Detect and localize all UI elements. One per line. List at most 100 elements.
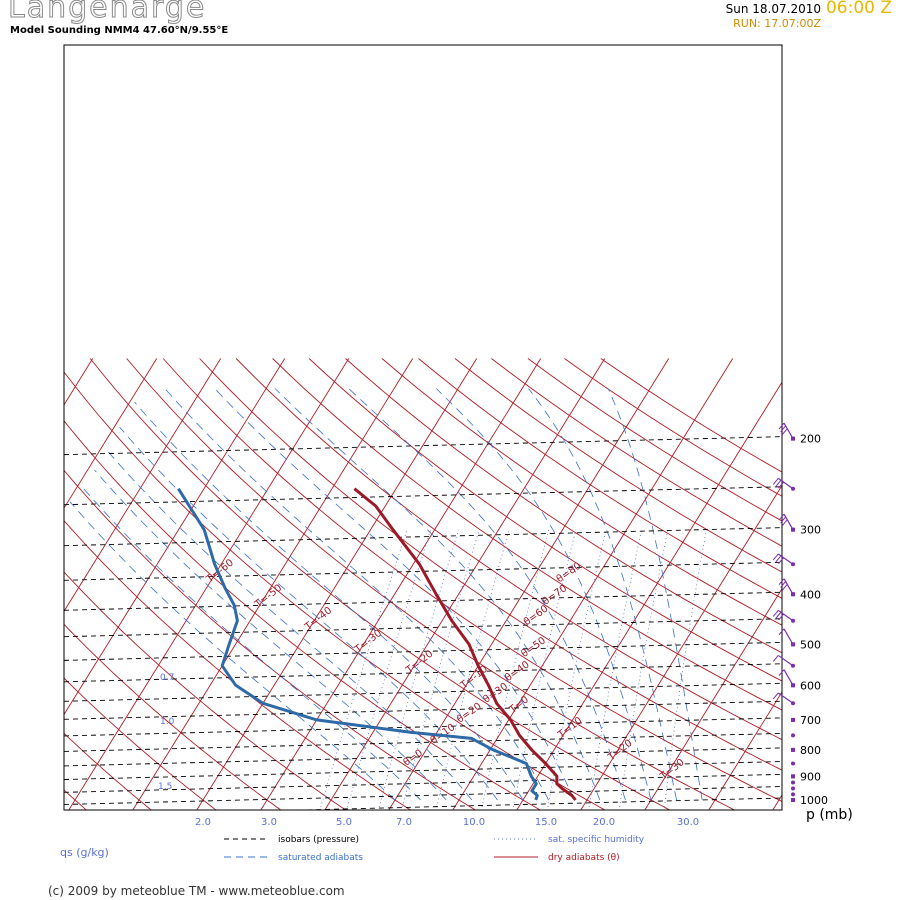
isotherm-line: [64, 358, 222, 613]
sounding-time: 06:00 Z: [825, 0, 892, 18]
wind-barb-staff: [777, 654, 794, 667]
wind-barb-station: [791, 747, 795, 752]
wind-barb-staff: [783, 513, 794, 530]
dry-adiabat-line: [64, 677, 217, 810]
saturated-adiabat-line: [528, 388, 677, 801]
model-run: RUN: 17.07:00Z: [733, 17, 821, 30]
wind-barb-staff: [777, 692, 794, 704]
isobar-line: [64, 786, 782, 805]
wind-barb-staff: [777, 609, 794, 622]
dry-adiabat-line: [64, 732, 152, 810]
dry-adiabat-line: [64, 623, 282, 810]
isotherm-line: [260, 358, 542, 810]
dry-adiabat-line: [308, 358, 782, 682]
chart-series: [177, 487, 577, 801]
humidity-line: [481, 529, 550, 810]
humidity-line: [618, 529, 669, 810]
chart-axes: 1000 900 800 700 600 500 400 300 200 2.0 3.0 5.0 7.0…: [195, 433, 828, 828]
wind-barb-staff: [783, 422, 794, 439]
isobar-line: [64, 527, 782, 547]
wind-barb-station: [791, 733, 795, 738]
humidity-tick-label: 5.0: [336, 817, 352, 828]
isobar-line: [64, 773, 782, 793]
dry-adiabat-line: [64, 469, 477, 810]
isobar-line: [64, 700, 782, 720]
wind-barb-feather: [778, 628, 785, 636]
isotherm-line: [64, 358, 94, 406]
theta-label: θ=20: [455, 701, 484, 726]
humidity-tick-label: 10.0: [463, 817, 485, 828]
pressure-tick-label: 800: [800, 744, 821, 757]
sounding-date: Sun 18.07.2010: [725, 2, 821, 16]
saturated-adiabat-line: [164, 388, 549, 801]
wind-barb-staff: [783, 628, 794, 645]
theta-label: θ=50: [519, 635, 548, 660]
legend-label-humidity: sat. specific humidity: [548, 835, 645, 845]
isotherm-label: T=0: [507, 694, 531, 716]
humidity-axis-label: qs (g/kg): [60, 846, 109, 859]
dry-adiabat-line: [527, 358, 782, 522]
wind-barb-feather: [778, 513, 785, 521]
dry-adiabat-line: [418, 358, 782, 599]
isobar-line: [64, 561, 782, 581]
isobar-line: [64, 641, 782, 661]
isobar-line: [64, 591, 782, 611]
isobar-line: [64, 682, 782, 702]
wind-barb-feather: [778, 481, 784, 489]
isobar-line: [64, 761, 782, 780]
isotherm-line: [772, 794, 782, 810]
dry-adiabat-line: [454, 358, 782, 573]
saturated-adiabat-line: [119, 426, 498, 801]
dewpoint-profile: [177, 487, 539, 801]
pressure-tick-label: 500: [800, 638, 821, 651]
isotherm-line: [68, 358, 350, 810]
wind-barb-feather: [780, 581, 787, 588]
wind-barb-feather: [775, 479, 782, 487]
saturated-adiabat-line: [348, 388, 626, 801]
isobar-line: [64, 486, 782, 506]
wind-barb-feather: [772, 692, 779, 700]
wind-barb-feather: [780, 425, 787, 433]
isobar-line: [64, 663, 782, 683]
isotherm-line: [196, 358, 478, 810]
humidity-label: 1.5: [158, 782, 172, 792]
dry-adiabat-line: [235, 358, 782, 741]
humidity-line: [663, 529, 707, 810]
humidity-line: [588, 529, 642, 810]
dry-adiabat-line: [272, 358, 782, 711]
saturated-adiabat-line: [69, 501, 396, 801]
wind-barb-feather: [772, 478, 779, 485]
wind-barb-station: [791, 761, 795, 766]
pressure-tick-label: 900: [800, 770, 821, 783]
isotherm-line: [452, 358, 734, 810]
wind-barb-feather: [772, 655, 779, 662]
wind-barb-feather: [778, 422, 785, 430]
humidity-tick-label: 7.0: [396, 817, 412, 828]
wind-barbs: [772, 422, 795, 802]
wind-barb-station: [791, 780, 795, 785]
wind-barb-feather: [780, 516, 787, 524]
isotherm-line: [132, 358, 414, 810]
grid-labels: T=-60T=-50T=-40T=-30T=-20T=-10T=0T=10T=2…: [158, 557, 687, 792]
dry-adiabat-line: [491, 358, 782, 547]
chart-grid: [0, 358, 782, 811]
theta-label: θ=70: [541, 583, 570, 608]
pressure-tick-label: 300: [800, 524, 821, 537]
isotherm-line: [64, 358, 286, 716]
humidity-tick-label: 2.0: [195, 817, 211, 828]
wind-barb-station: [791, 786, 795, 791]
pressure-tick-label: 600: [800, 679, 821, 692]
theta-label: θ=40: [503, 659, 532, 684]
legend-label-isobars: isobars (pressure): [278, 835, 359, 845]
wind-barb-feather: [781, 583, 788, 591]
humidity-line: [547, 529, 607, 810]
isobar-line: [64, 732, 782, 752]
humidity-tick-label: 30.0: [677, 817, 699, 828]
wind-barb-station: [791, 798, 795, 802]
isotherm-line: [516, 381, 782, 810]
isotherm-line: [0, 359, 29, 811]
saturated-adiabat-line: [79, 483, 421, 801]
isobar-line: [64, 717, 782, 737]
dry-adiabat-line: [564, 358, 782, 497]
isotherm-label: T=-50: [252, 583, 284, 611]
